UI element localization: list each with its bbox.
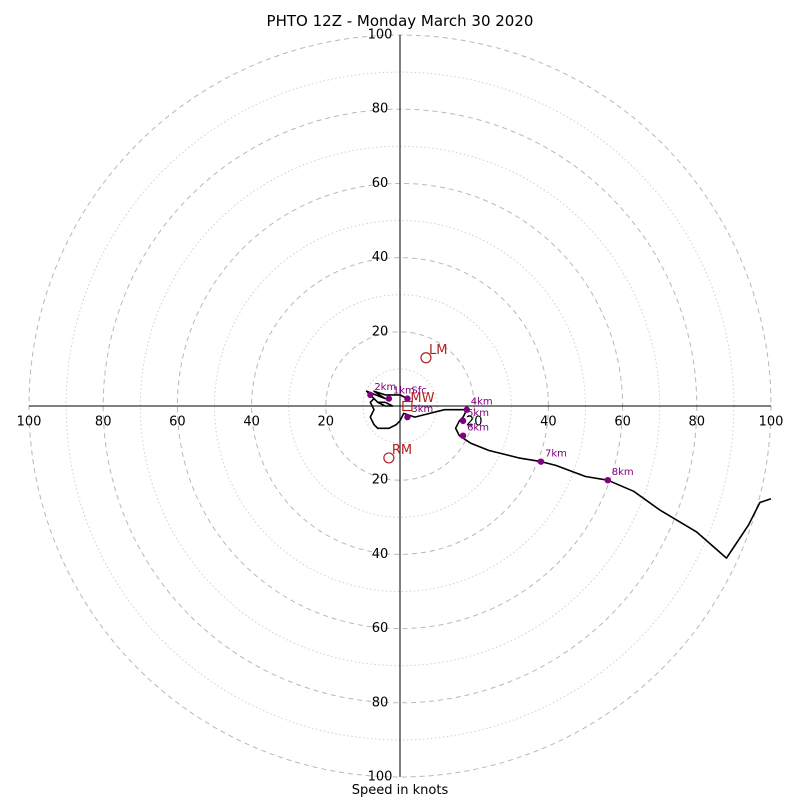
tick-label-left-80: 80 <box>95 415 112 430</box>
height-label-2km: 2km <box>374 382 396 393</box>
tick-label-right-40: 40 <box>540 415 557 430</box>
height-label-6km: 6km <box>467 423 489 434</box>
height-marker-5km <box>459 417 467 425</box>
tick-label-bottom-40: 40 <box>372 547 389 562</box>
height-marker-Sfc <box>404 395 411 402</box>
height-marker-1km <box>385 395 393 402</box>
chart-title: PHTO 12Z - Monday March 30 2020 <box>266 12 534 30</box>
tick-label-right-20: 20 <box>466 415 483 430</box>
tick-label-right-60: 60 <box>614 415 631 430</box>
motion-marker-LM <box>420 352 432 364</box>
tick-label-bottom-20: 20 <box>372 473 389 488</box>
tick-label-bottom-80: 80 <box>372 695 389 710</box>
height-marker-3km <box>404 413 411 421</box>
tick-label-top-80: 80 <box>372 102 389 117</box>
tick-label-top-20: 20 <box>372 324 389 339</box>
height-marker-4km <box>463 406 470 413</box>
tick-label-top-40: 40 <box>372 250 389 265</box>
tick-label-right-80: 80 <box>689 415 706 430</box>
hodograph-trace <box>365 390 772 559</box>
tick-label-left-100: 100 <box>17 415 42 430</box>
x-axis-label: Speed in knots <box>351 783 449 798</box>
motion-label-LM: LM <box>429 343 447 358</box>
motion-label-RM: RM <box>392 443 412 458</box>
height-label-1km: 1km <box>393 386 415 397</box>
height-label-3km: 3km <box>411 404 433 415</box>
tick-label-top-60: 60 <box>372 176 389 191</box>
motion-marker-RM <box>383 452 395 464</box>
height-label-7km: 7km <box>545 449 567 460</box>
height-marker-2km <box>367 391 374 399</box>
motion-label-MW: MW <box>410 391 434 406</box>
tick-label-left-40: 40 <box>243 415 260 430</box>
tick-label-bottom-100: 100 <box>368 770 393 785</box>
height-label-5km: 5km <box>467 408 489 419</box>
height-label-Sfc: Sfc <box>411 386 426 397</box>
tick-label-top-100: 100 <box>368 28 393 43</box>
tick-label-left-20: 20 <box>318 415 335 430</box>
tick-label-left-60: 60 <box>169 415 186 430</box>
tick-label-right-100: 100 <box>759 415 784 430</box>
height-label-8km: 8km <box>612 467 634 478</box>
motion-marker-MW <box>402 400 413 412</box>
height-marker-7km <box>537 458 545 465</box>
height-marker-8km <box>604 477 611 484</box>
height-label-4km: 4km <box>471 397 493 408</box>
height-marker-6km <box>459 432 467 439</box>
tick-label-bottom-60: 60 <box>372 621 389 636</box>
